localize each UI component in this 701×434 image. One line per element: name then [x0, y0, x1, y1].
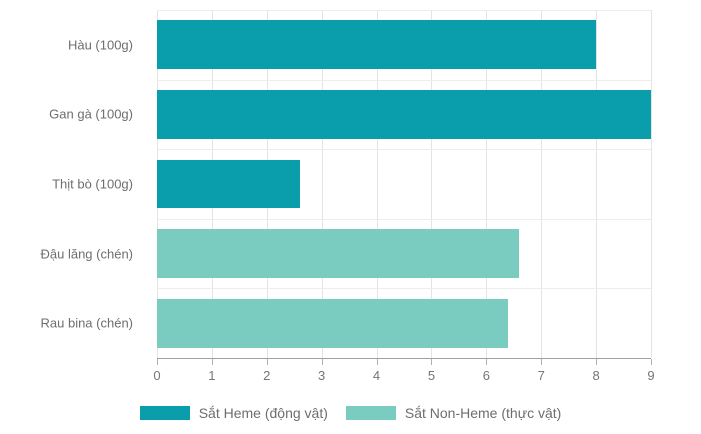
tick-label: 1 [208, 368, 216, 383]
gridline-horizontal [157, 79, 651, 81]
gridline-vertical [486, 10, 488, 358]
gridline-vertical [651, 10, 652, 358]
bar-non_heme [157, 229, 520, 278]
tick-label: 2 [263, 368, 271, 383]
tick-label: 4 [372, 368, 381, 383]
gridline-vertical [321, 10, 323, 358]
category-label: Rau bina (chén) [40, 315, 134, 331]
legend-label: Sắt Non-Heme (thực vật) [404, 405, 562, 421]
tick-mark [376, 359, 378, 365]
tick-mark [157, 359, 158, 365]
tick-label: 3 [318, 368, 326, 383]
gridline-horizontal [157, 149, 651, 151]
gridline-horizontal [157, 10, 651, 11]
tick-label: 5 [427, 368, 436, 383]
category-label: Thịt bò (100g) [52, 176, 133, 192]
category-label: Gan gà (100g) [49, 106, 133, 122]
tick-mark [431, 359, 433, 365]
tick-label: 0 [153, 368, 161, 383]
legend-label: Sắt Heme (động vật) [198, 405, 328, 421]
gridline-vertical [376, 10, 378, 358]
plot-area [157, 10, 652, 359]
tick-mark [211, 359, 213, 365]
legend-item-non_heme[interactable]: Sắt Non-Heme (thực vật) [345, 405, 562, 421]
legend-swatch-heme [139, 406, 190, 420]
gridline-horizontal [157, 218, 651, 220]
tick-mark [596, 359, 598, 365]
gridline-vertical [596, 10, 598, 358]
tick-label: 8 [592, 368, 600, 383]
category-axis: Hàu (100g) Gan gà (100g) Thịt bò (100g) Đậu… [0, 10, 145, 358]
gridline-horizontal [157, 288, 651, 290]
legend-item-heme[interactable]: Sắt Heme (động vật) [139, 405, 328, 421]
tick-label: 6 [482, 368, 490, 383]
category-label: Hàu (100g) [67, 37, 133, 53]
bar-heme [157, 20, 597, 70]
category-label: Đậu lăng (chén) [40, 246, 134, 262]
legend: Sắt Heme (động vật) Sắt Non-Heme (thực vậ… [0, 405, 701, 421]
value-axis: 0 1 2 3 4 5 6 7 8 9 [153, 359, 655, 389]
tick-mark [651, 359, 652, 365]
tick-mark [266, 359, 268, 365]
gridline-vertical [431, 10, 433, 358]
tick-label: 7 [537, 368, 545, 383]
gridline-vertical [541, 10, 543, 358]
bar-non_heme [157, 298, 509, 348]
tick-mark [541, 359, 543, 365]
bar-heme [157, 159, 300, 209]
legend-swatch-non_heme [345, 406, 396, 420]
bar-heme [157, 90, 651, 139]
tick-mark [486, 359, 488, 365]
tick-mark [321, 359, 323, 365]
tick-label: 9 [647, 368, 655, 383]
